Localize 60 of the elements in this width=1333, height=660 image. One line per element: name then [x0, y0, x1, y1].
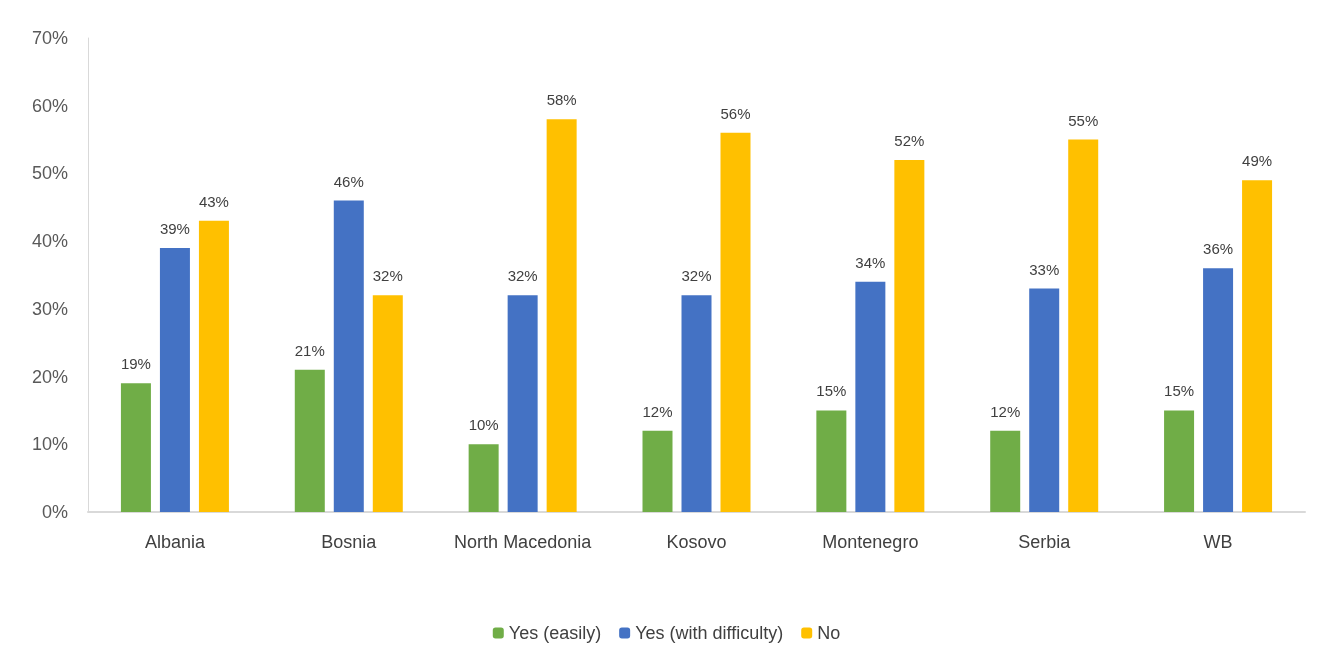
data-label: 33%	[1029, 260, 1060, 278]
data-label: 32%	[681, 267, 712, 285]
x-tick-label: Serbia	[1018, 532, 1072, 552]
y-tick-label: 60%	[31, 95, 68, 116]
bar	[1242, 180, 1273, 512]
data-label: 12%	[642, 402, 673, 420]
x-tick-label: Kosovo	[666, 532, 727, 552]
data-label: 15%	[1164, 382, 1195, 400]
y-tick-label: 30%	[31, 298, 68, 319]
data-label: 10%	[468, 416, 499, 434]
bar	[1164, 410, 1195, 512]
bar	[855, 281, 886, 512]
data-label: 52%	[894, 131, 925, 149]
x-tick-label: WB	[1203, 532, 1233, 552]
data-label: 43%	[198, 192, 229, 210]
x-tick-label: North Macedonia	[454, 532, 593, 552]
data-label: 12%	[990, 402, 1021, 420]
bar	[120, 383, 151, 512]
x-tick-label: Bosnia	[321, 532, 378, 552]
bar	[198, 220, 229, 512]
bar	[546, 119, 577, 512]
legend-label: Yes (easily)	[508, 623, 602, 643]
bar	[333, 200, 364, 512]
data-label: 21%	[294, 341, 325, 359]
y-tick-label: 10%	[31, 434, 68, 455]
data-label: 46%	[333, 172, 364, 190]
bar	[894, 159, 925, 512]
data-label: 32%	[372, 267, 403, 285]
x-tick-label: Montenegro	[822, 532, 919, 552]
bar	[720, 132, 751, 512]
data-label: 49%	[1242, 152, 1273, 170]
legend-label: No	[817, 623, 841, 643]
bar	[1203, 268, 1234, 512]
data-label: 15%	[816, 382, 847, 400]
y-tick-label: 0%	[41, 502, 68, 522]
y-tick-label: 70%	[31, 28, 68, 48]
bar	[1029, 288, 1060, 512]
data-label: 39%	[159, 219, 190, 237]
data-label: 19%	[120, 355, 151, 373]
data-label: 55%	[1068, 111, 1099, 129]
bar	[159, 247, 190, 512]
bar	[468, 444, 499, 512]
data-label: 34%	[855, 253, 886, 271]
bar	[294, 369, 325, 512]
bar	[1068, 139, 1099, 512]
bar	[507, 295, 538, 512]
y-tick-label: 40%	[31, 231, 68, 252]
bar	[642, 430, 673, 512]
x-tick-label: Albania	[144, 532, 206, 552]
legend-label: Yes (with difficulty)	[635, 623, 784, 643]
bar	[372, 295, 403, 512]
y-tick-label: 20%	[31, 366, 68, 387]
data-label: 36%	[1203, 240, 1234, 258]
data-label: 32%	[507, 267, 538, 285]
bar	[681, 295, 712, 512]
data-label: 56%	[720, 104, 751, 122]
bar	[990, 430, 1021, 512]
data-label: 58%	[546, 91, 577, 109]
y-tick-label: 50%	[31, 163, 68, 184]
bar	[816, 410, 847, 512]
